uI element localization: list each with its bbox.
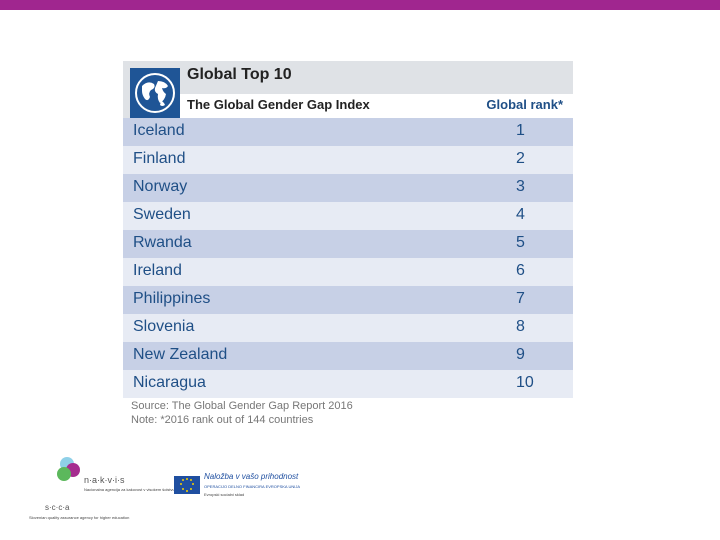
eu-flag-icon [174,476,200,494]
table-row: Iceland 1 [123,118,573,146]
eu-slogan: Naložba v vašo prihodnost [204,472,299,481]
table-row: Ireland 6 [123,258,573,286]
globe-icon [130,68,180,118]
table-row: Slovenia 8 [123,314,573,342]
table-title: Global Top 10 [187,66,292,83]
country-name: Norway [133,178,188,195]
index-name-label: The Global Gender Gap Index [187,97,370,112]
top-accent-bar [0,0,720,10]
eu-fund-name: Evropski socialni sklad [204,492,245,497]
table-row: New Zealand 9 [123,342,573,370]
country-name: Sweden [133,206,191,223]
rank-value: 8 [516,318,525,335]
table-footer: Source: The Global Gender Gap Report 201… [123,398,573,431]
table-row: Nicaragua 10 [123,370,573,398]
eu-subtitle: OPERACIJO DELNO FINANCIRA EVROPSKA UNIJA [204,484,301,489]
nakvis-tagline: Nacionalna agencija za kakovost v visoke… [84,487,175,492]
table-row: Sweden 4 [123,202,573,230]
scda-logo: s·c·c·a Slovenian quality assurance agen… [27,503,137,533]
rank-value: 4 [516,206,525,223]
table-row: Finland 2 [123,146,573,174]
country-name: Slovenia [133,318,195,335]
eu-funding-logo: Naložba v vašo prihodnost OPERACIJO DELN… [160,470,310,506]
country-name: Nicaragua [133,374,206,391]
footnote: Note: *2016 rank out of 144 countries [131,414,314,426]
rank-value: 3 [516,178,525,195]
table-row: Philippines 7 [123,286,573,314]
rank-value: 6 [516,262,525,279]
source-note: Source: The Global Gender Gap Report 201… [131,400,353,412]
scda-tagline: Slovenian quality assurance agency for h… [29,515,130,520]
scda-wordmark: s·c·c·a [45,503,70,512]
table-header: Global Top 10 The Global Gender Gap Inde… [123,61,573,118]
nakvis-logo: n·a·k·v·i·s Nacionalna agencija za kakov… [52,455,182,495]
nakvis-wordmark: n·a·k·v·i·s [84,475,125,485]
country-name: Iceland [133,122,185,139]
rank-value: 2 [516,150,525,167]
country-name: Finland [133,150,186,167]
rank-value: 9 [516,346,525,363]
rank-value: 7 [516,290,525,307]
table-row: Rwanda 5 [123,230,573,258]
gender-gap-table-card: Global Top 10 The Global Gender Gap Inde… [123,61,573,431]
rank-column-header: Global rank* [486,97,563,112]
table-body: Iceland 1 Finland 2 Norway 3 Sweden 4 Rw… [123,118,573,398]
country-name: Philippines [133,290,211,307]
rank-value: 1 [516,122,525,139]
table-row: Norway 3 [123,174,573,202]
country-name: Ireland [133,262,182,279]
rank-value: 10 [516,374,534,391]
country-name: New Zealand [133,346,228,363]
country-name: Rwanda [133,234,192,251]
rank-value: 5 [516,234,525,251]
table-subheader: The Global Gender Gap Index Global rank* [180,94,573,118]
